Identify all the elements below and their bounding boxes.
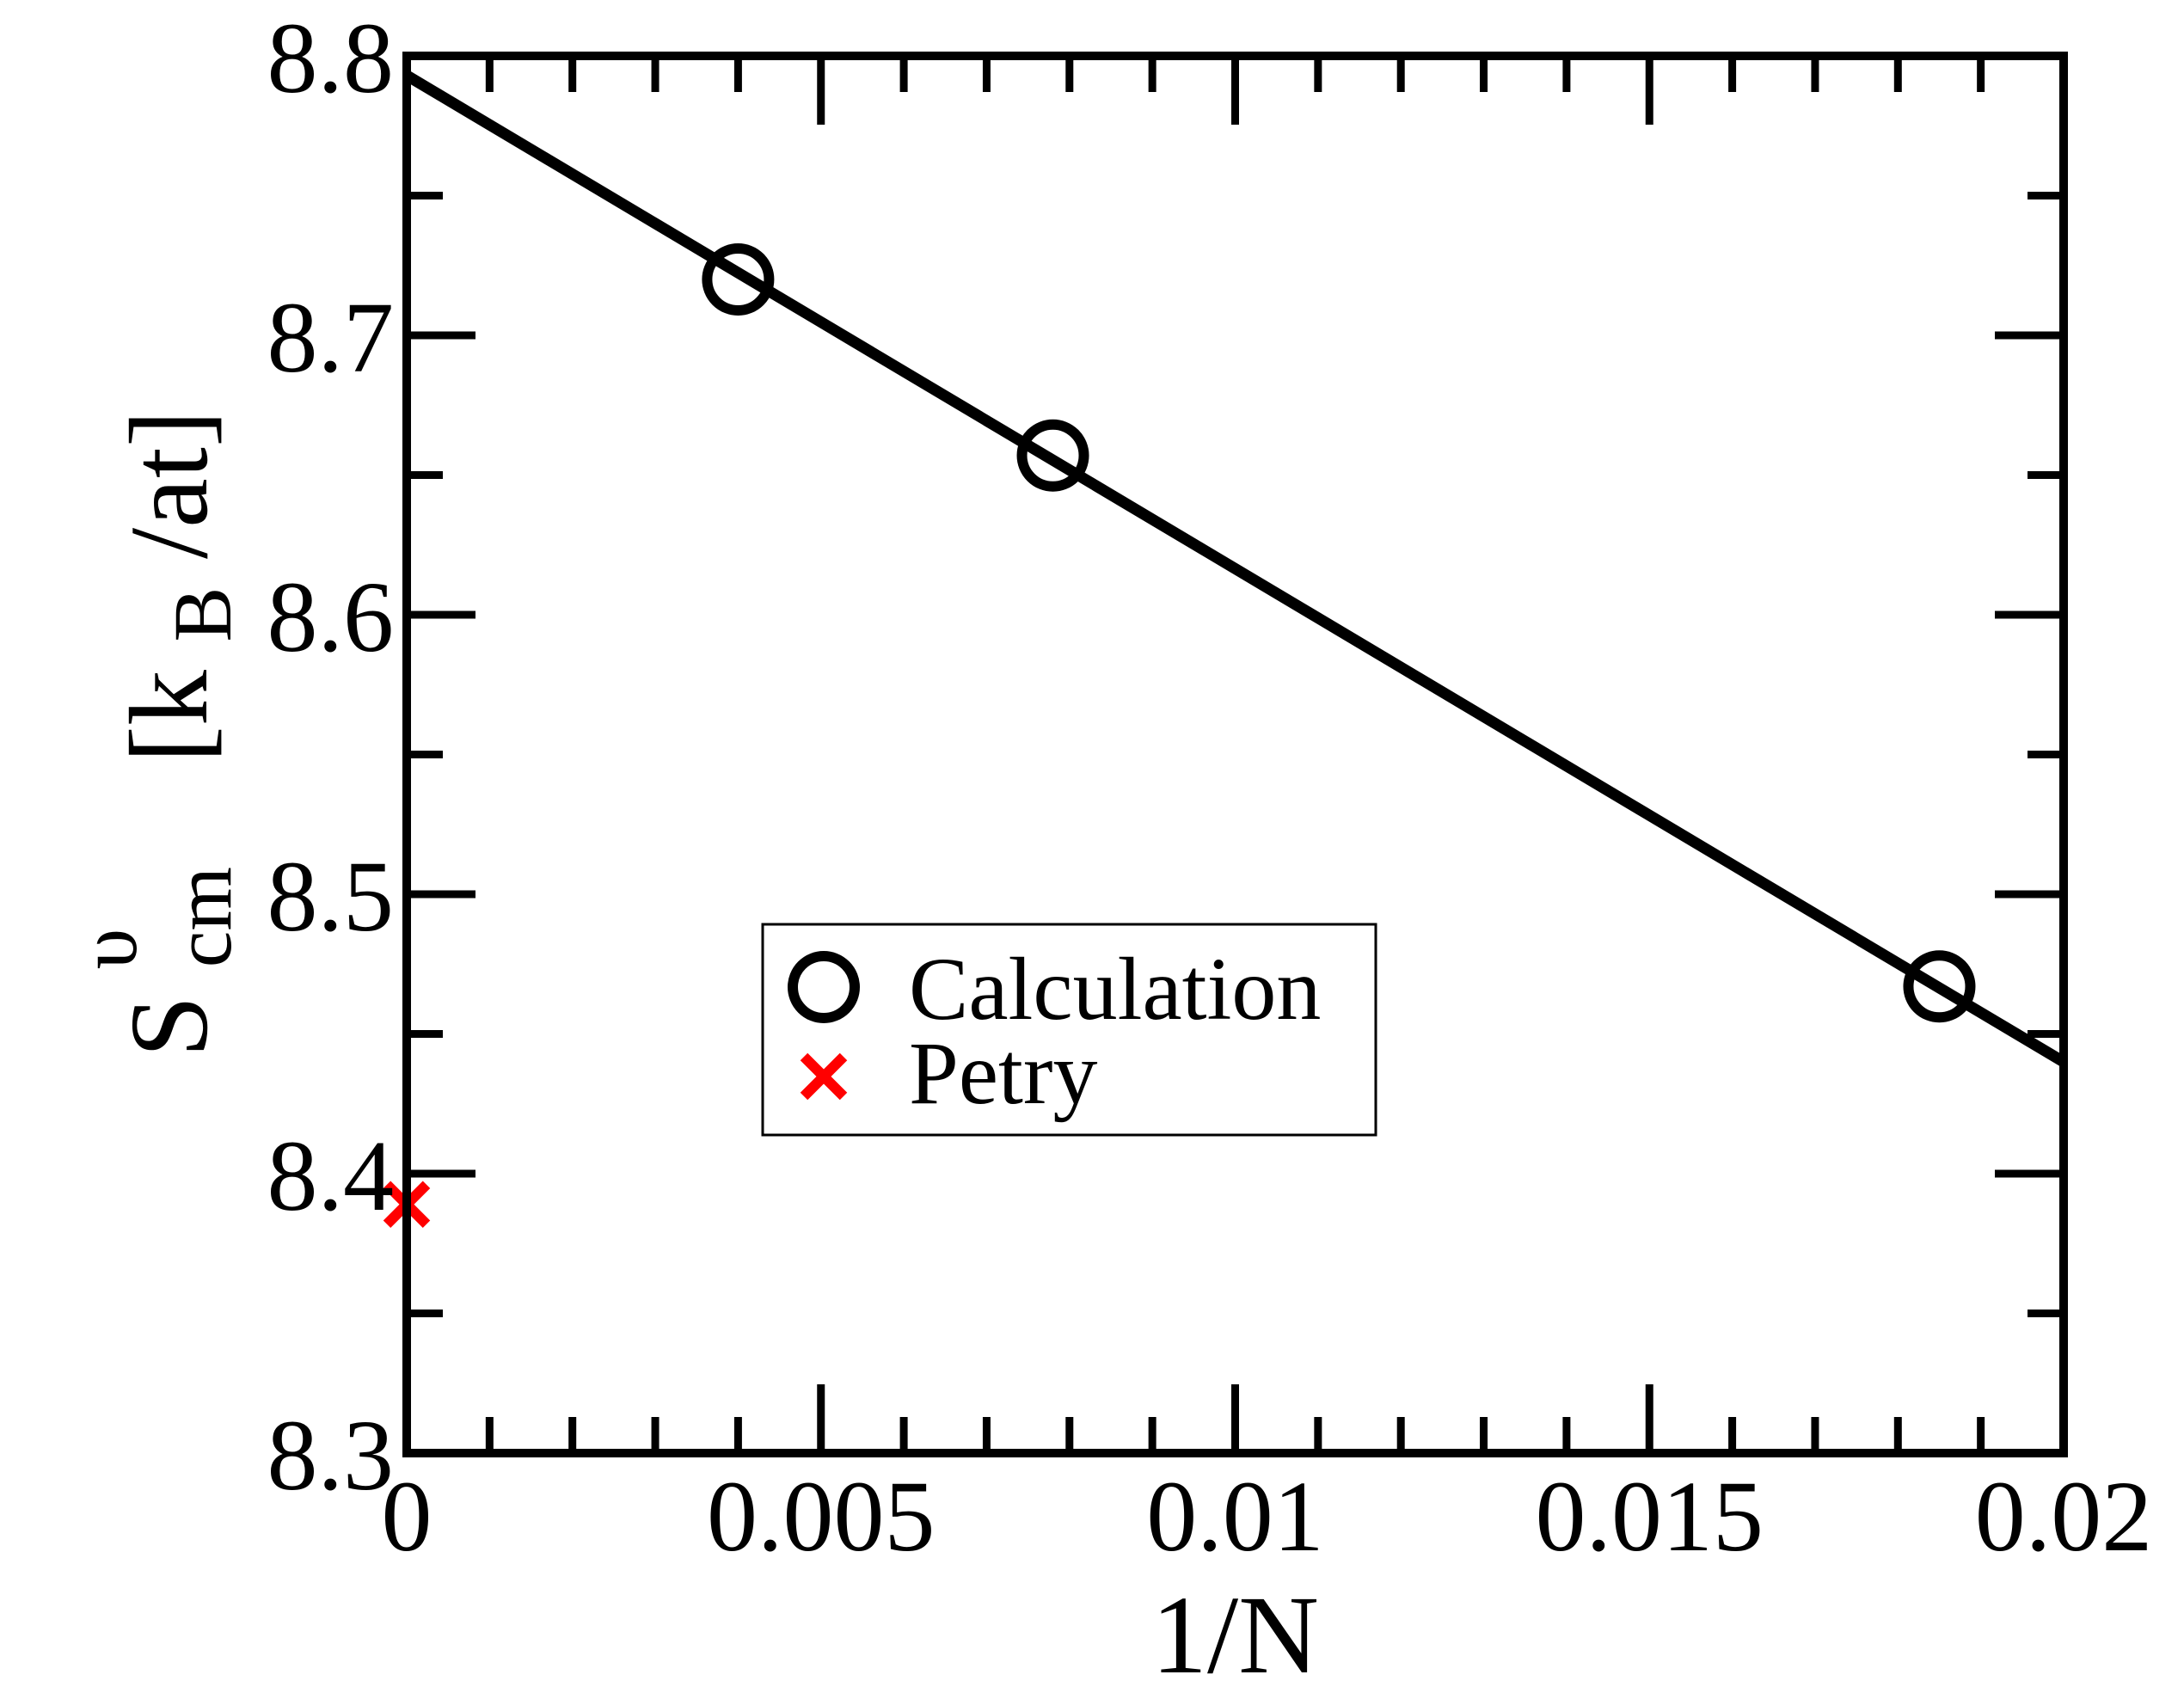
data-point-calculation [1903,950,1976,1023]
y-title-unit-subscript: B [156,587,248,642]
data-point-calculation [1016,419,1089,492]
y-title-superscript: υ [62,929,154,970]
y-axis-title: S cm υ [k B /at] [37,410,255,1058]
legend-cross-icon-stroke-b [800,1052,848,1101]
x-tick-labels: 0 0.005 0.01 0.015 0.02 [382,1460,2153,1573]
x-tick-label: 0 [382,1460,433,1573]
series-layer [383,243,1976,1228]
legend-label-petry: Petry [909,1024,1098,1123]
legend-cross-icon [800,1052,848,1101]
y-tick-label: 8.7 [267,281,395,394]
y-tick-label: 8.3 [267,1399,395,1512]
axis-ticks [402,52,2068,1457]
x-tick-label: 0.02 [1975,1460,2153,1573]
x-axis-title: 1/N [1151,1573,1319,1689]
y-tick-label: 8.6 [267,561,395,673]
y-title-unit-close: /at] [107,410,231,559]
legend-circle-icon [788,951,860,1023]
y-title-unit-open: [k [107,670,231,763]
y-tick-labels: 8.3 8.4 8.5 8.6 8.7 8.8 [267,2,395,1512]
data-point-calculation [702,243,775,316]
y-tick-label: 8.5 [267,840,395,953]
x-tick-label: 0.015 [1536,1460,1764,1573]
legend-box [761,923,1377,1137]
plot-frame [402,52,2068,1457]
legend: Calculation Petry [761,923,1377,1137]
y-title-main: S [107,996,231,1058]
fit-line-layer [403,71,2067,1067]
y-tick-label: 8.8 [267,2,395,114]
y-title-subscript: cm [156,867,248,967]
legend-label-calculation: Calculation [909,940,1321,1039]
legend-marker-calculation [788,951,860,1023]
y-tick-label: 8.4 [267,1119,395,1232]
legend-marker-petry [800,1052,848,1101]
fit-line [403,71,2067,1067]
x-tick-label: 0.01 [1146,1460,1324,1573]
x-tick-label: 0.005 [707,1460,936,1573]
